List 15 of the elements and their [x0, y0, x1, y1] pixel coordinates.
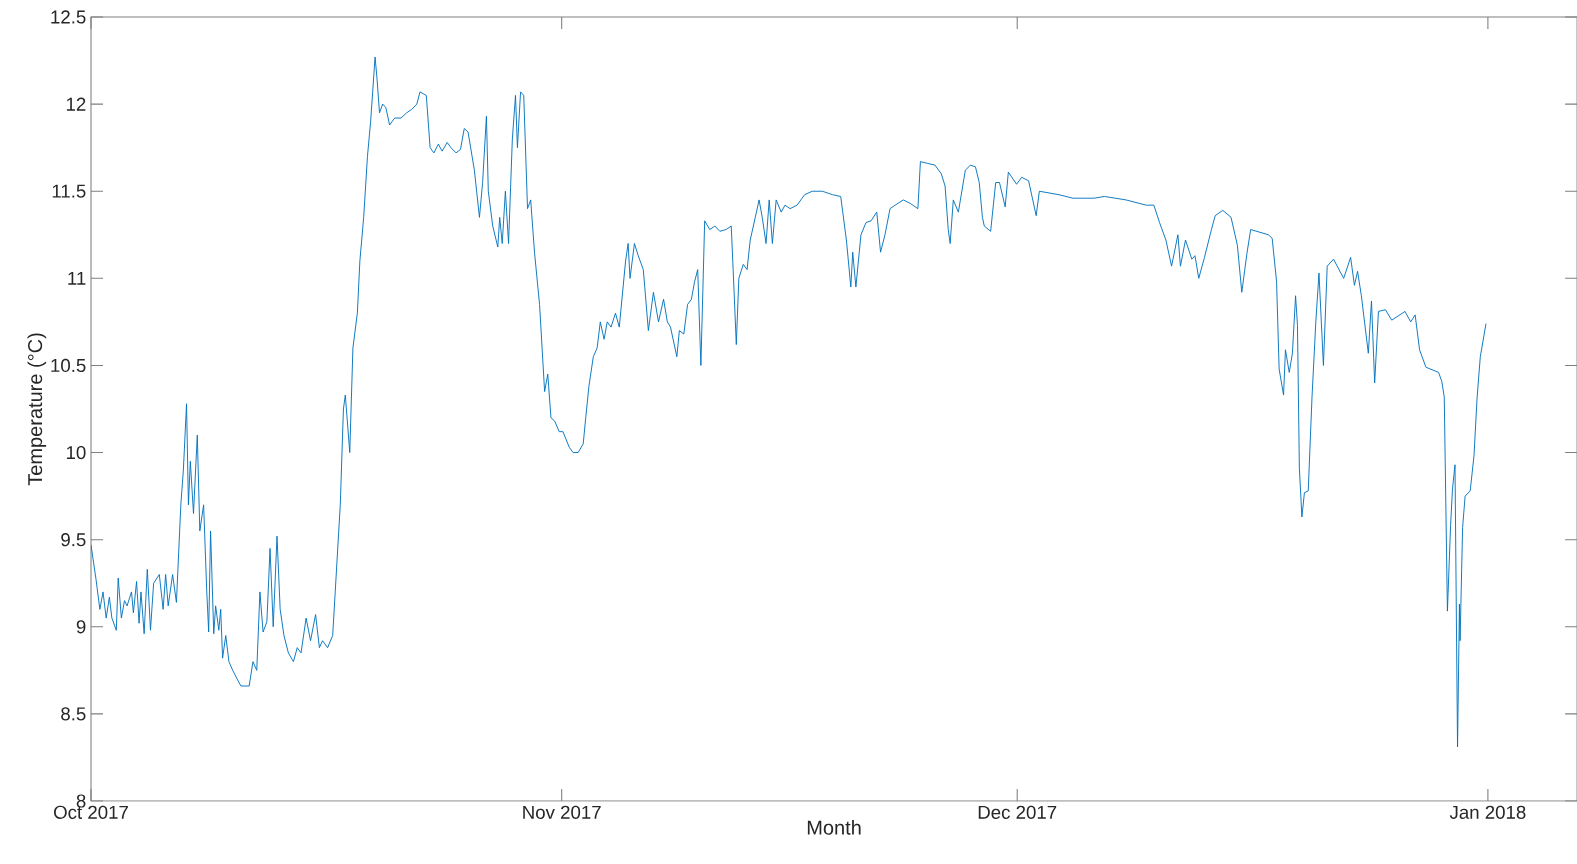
y-tick-label: 10.5: [51, 358, 86, 373]
y-axis-title: Temperature (°C): [27, 333, 47, 486]
y-tick-label: 10: [66, 445, 86, 460]
y-tick-label: 11: [68, 271, 86, 285]
x-tick-label: Jan 2018: [1449, 805, 1526, 819]
y-tick-label: 11.5: [52, 184, 86, 198]
y-tick-label: 12: [66, 97, 86, 111]
y-tick-label: 8.5: [61, 707, 86, 721]
y-tick-label: 9.5: [61, 533, 86, 547]
y-tick-label: 9: [76, 620, 86, 634]
x-axis-title: Month: [807, 820, 861, 835]
x-tick-label: Nov 2017: [523, 805, 601, 819]
x-tick-label: Dec 2017: [978, 805, 1057, 819]
y-tick-label: 12.5: [51, 10, 86, 24]
line-series: [91, 56, 1487, 748]
